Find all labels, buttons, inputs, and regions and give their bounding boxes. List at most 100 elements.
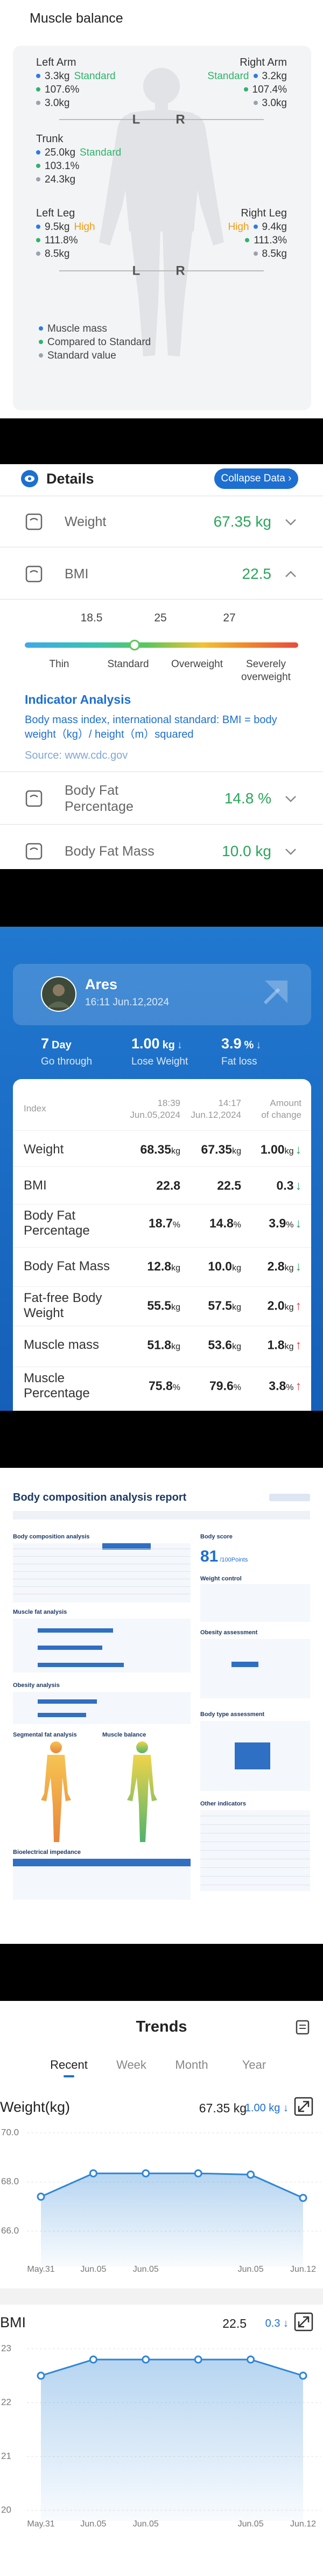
table-value: 18.7% (149, 1216, 180, 1231)
x-tick-label: Jun.05 (133, 2519, 159, 2529)
segment-standard-line: 3.0kg (36, 96, 116, 110)
row-chevron[interactable] (284, 846, 297, 857)
change-number: 2.8 (267, 1259, 285, 1273)
value-number: 53.6 (208, 1338, 233, 1352)
tab-indicator (64, 2075, 74, 2077)
value-unit: % (172, 1220, 180, 1230)
value-unit: kg (171, 1146, 180, 1156)
report-block (38, 1646, 102, 1650)
table-change: 2.8kg ↓ (268, 1259, 301, 1274)
report-block (231, 1662, 258, 1667)
x-tick-label: Jun.05 (80, 2265, 106, 2274)
bmi-category: Overweight (171, 659, 223, 670)
report-heading: Segmental fat analysis (13, 1732, 77, 1738)
change-unit: kg (284, 1263, 294, 1273)
value-number: 79.6 (209, 1378, 234, 1393)
row-chevron[interactable] (284, 516, 297, 527)
point (89, 2169, 97, 2178)
bullet (253, 251, 258, 256)
row-label: BMI (65, 566, 89, 582)
divider (0, 547, 323, 548)
change-arrow: ↓ (295, 1259, 302, 1273)
change-arrow: ↓ (295, 1142, 302, 1157)
segment-standard: 8.5kg (45, 248, 70, 260)
segment-standard: 3.0kg (262, 97, 287, 109)
x-tick-label: Jun.12 (290, 2519, 316, 2529)
point (142, 2355, 150, 2364)
tab[interactable]: Week (116, 2058, 146, 2071)
stat-number: 1.00 (131, 1035, 160, 1052)
row-divider (13, 1204, 311, 1205)
line (40, 2172, 304, 2199)
segment-percent: 103.1% (45, 160, 80, 172)
segment-mass-line: 25.0kg Standard (36, 146, 121, 159)
bmi-threshold: 27 (223, 612, 236, 624)
value-number: 75.8 (149, 1378, 173, 1393)
measure-time: 16:11 Jun.12,2024 (85, 997, 170, 1008)
value-unit: kg (171, 1342, 180, 1352)
value-unit: % (233, 1220, 241, 1230)
collapse-button[interactable]: Collapse Data › (214, 468, 298, 489)
row-label: Weight (65, 514, 107, 529)
stat-unit: % (244, 1039, 254, 1051)
profile-panel: Ares 16:11 Jun.12,2024 7 Day Go through 1.0… (0, 927, 323, 1411)
report-heading: Bioelectrical impedance (13, 1849, 81, 1856)
tab[interactable]: Recent (50, 2058, 88, 2071)
report-block (235, 1742, 270, 1769)
value-number: 22.5 (217, 1178, 241, 1193)
stat-label: Fat loss (221, 1056, 257, 1067)
bullet (253, 224, 258, 229)
row-value: 10.0 kg (222, 843, 271, 859)
value-number: 18.7 (149, 1216, 173, 1230)
tab[interactable]: Month (175, 2058, 208, 2071)
segment-mass: 25.0kg (45, 147, 76, 158)
value-unit: % (233, 1383, 241, 1392)
stat-label: Go through (41, 1056, 93, 1067)
bullet (36, 251, 40, 256)
segment-percent: 111.3% (254, 235, 287, 246)
report-block (200, 1639, 310, 1698)
chart-separator (0, 2288, 323, 2305)
table-header: Amount of change (261, 1098, 301, 1120)
segment-percent-line: 107.6% (36, 83, 116, 96)
row-chevron[interactable] (284, 793, 297, 804)
segment-standard-line: 24.3kg (36, 173, 121, 186)
expand-icon[interactable] (294, 2097, 313, 2116)
table-change: 2.0kg ↑ (268, 1299, 301, 1313)
change-number: 2.0 (267, 1298, 285, 1313)
segment-percent: 107.6% (45, 84, 80, 95)
report-heading: Weight control (200, 1576, 242, 1582)
segment-percent-line: 111.3% (228, 234, 287, 247)
change-arrow: ↑ (295, 1338, 302, 1352)
stat-value: 3.9% ↓ (221, 1035, 261, 1052)
report-rule (200, 1850, 310, 1851)
divider (0, 771, 323, 772)
row-label: Body Fat Mass (65, 844, 155, 859)
report-heading: Muscle fat analysis (13, 1609, 67, 1615)
stat-number: 3.9 (221, 1035, 242, 1052)
value-number: 12.8 (147, 1259, 172, 1273)
expand-icon[interactable] (294, 2312, 313, 2332)
value-number: 51.8 (147, 1338, 172, 1352)
stat-unit: kg (162, 1039, 175, 1051)
row-icon (25, 843, 43, 860)
stat-value: 7 Day (41, 1035, 72, 1052)
bullet (245, 237, 250, 242)
bmi-category: Standard (107, 659, 149, 670)
report-icon[interactable] (295, 2019, 311, 2035)
row-chevron[interactable] (284, 569, 297, 579)
bmi-category: Severely overweight (241, 659, 291, 683)
table-value: 55.5kg (147, 1299, 180, 1313)
segment-name: Right Leg (241, 207, 287, 219)
tab[interactable]: Year (242, 2058, 266, 2071)
change-unit: kg (284, 1146, 294, 1156)
chart-title: BMI (0, 2314, 26, 2330)
change-number: 3.8 (269, 1378, 286, 1393)
avatar (41, 976, 76, 1012)
point (299, 2194, 307, 2202)
report-rule (13, 1586, 191, 1587)
chart-current: 67.35 kg (199, 2101, 247, 2115)
change-unit: kg (284, 1342, 294, 1352)
value-number: 68.35 (140, 1142, 172, 1157)
bullet (243, 87, 248, 92)
